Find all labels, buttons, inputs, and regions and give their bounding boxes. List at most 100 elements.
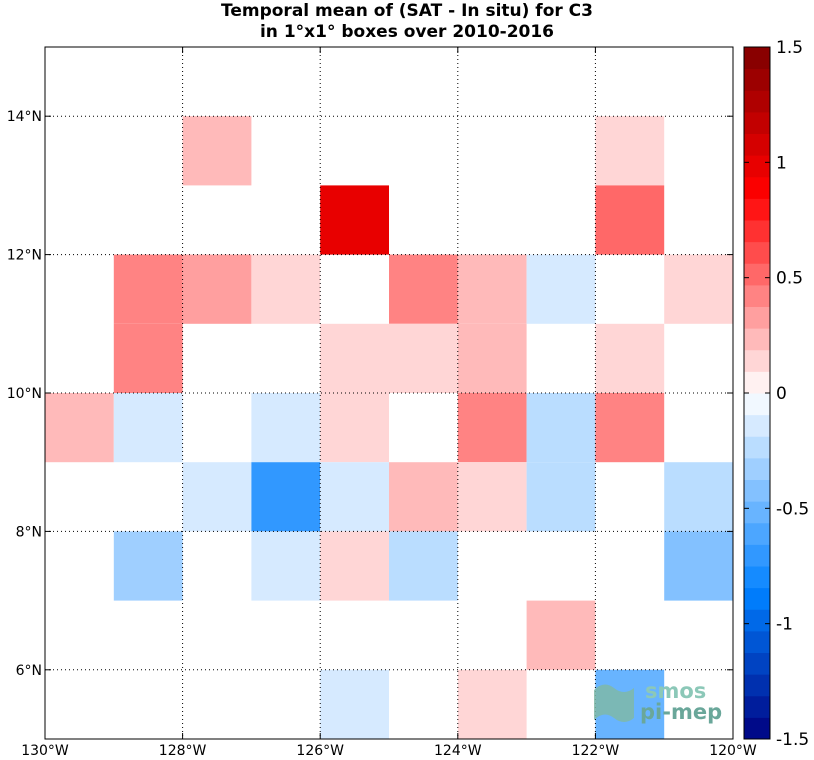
colorbar-level xyxy=(744,544,770,567)
smos-pimep-logo: smos pi-mep xyxy=(594,679,722,724)
heatmap-cell xyxy=(389,462,458,532)
heatmap-cell xyxy=(113,393,183,463)
x-tick-label: 122°W xyxy=(572,743,620,759)
colorbar-level xyxy=(744,674,770,697)
heatmap-cell xyxy=(595,116,665,186)
y-tick-label: 12°N xyxy=(7,248,42,264)
colorbar-level xyxy=(744,176,770,199)
heatmap-cell xyxy=(595,185,665,255)
heatmap-cell xyxy=(664,462,733,532)
heatmap-cell xyxy=(320,185,389,255)
grid-lines xyxy=(45,47,733,739)
heatmap-cell xyxy=(182,462,252,532)
heatmap-cell xyxy=(595,323,665,393)
heatmap-cell xyxy=(45,393,114,463)
x-tick-label: 128°W xyxy=(159,743,207,759)
colorbar-level xyxy=(744,479,770,502)
heatmap-cell xyxy=(251,462,321,532)
heatmap-cell xyxy=(113,531,183,601)
colorbar-level xyxy=(744,349,770,372)
heatmap-cell xyxy=(389,531,458,601)
y-tick-label: 6°N xyxy=(16,663,42,679)
heatmap-cell xyxy=(182,254,252,324)
colorbar-level xyxy=(744,90,770,113)
heatmap-cell xyxy=(526,254,596,324)
heatmap-cell xyxy=(182,116,252,186)
y-tick-label: 14°N xyxy=(7,109,42,125)
x-tick-label: 120°W xyxy=(709,743,757,759)
y-tick-label: 8°N xyxy=(16,524,42,540)
heatmap-cell xyxy=(320,531,389,601)
colorbar-level xyxy=(744,68,770,91)
colorbar-level xyxy=(744,241,770,264)
colorbar-level xyxy=(744,414,770,437)
colorbar-level xyxy=(744,501,770,524)
colorbar-tick-label: 0 xyxy=(776,384,787,404)
colorbar-tick-label: 1.5 xyxy=(776,38,803,58)
colorbar-level xyxy=(744,220,770,243)
heatmap-cell xyxy=(457,393,527,463)
colorbar-level xyxy=(744,457,770,480)
x-tick-label: 126°W xyxy=(296,743,344,759)
heatmap-cell xyxy=(320,669,389,739)
heatmap-cell xyxy=(251,393,321,463)
colorbar-level xyxy=(744,436,770,459)
heatmap-cell xyxy=(595,393,665,463)
x-axis: 130°W 128°W 126°W 124°W 122°W 120°W xyxy=(21,47,757,759)
colorbar-level xyxy=(744,306,770,329)
heatmap-cell xyxy=(389,323,458,393)
colorbar-level xyxy=(744,522,770,545)
colorbar xyxy=(743,46,771,740)
chart-title-line1: Temporal mean of (SAT - In situ) for C3 xyxy=(221,1,593,21)
heatmap-cell xyxy=(664,254,733,324)
heatmap-cell xyxy=(457,323,527,393)
colorbar-level xyxy=(744,630,770,653)
colorbar-level xyxy=(744,717,770,740)
colorbar-level xyxy=(744,371,770,394)
colorbar-level xyxy=(744,609,770,632)
colorbar-level xyxy=(744,47,770,70)
y-tick-label: 10°N xyxy=(7,386,42,402)
heatmap-cell xyxy=(457,462,527,532)
colorbar-tick-label: -1.5 xyxy=(776,730,809,750)
logo-line2: pi-mep xyxy=(640,700,722,724)
colorbar-level xyxy=(744,328,770,351)
colorbar-ticks: 1.5 1 0.5 0 -0.5 -1 -1.5 xyxy=(744,38,809,750)
colorbar-level xyxy=(744,566,770,589)
heatmap-cell xyxy=(526,462,596,532)
colorbar-level xyxy=(744,133,770,156)
heatmap-cell xyxy=(251,254,321,324)
y-axis: 6°N 8°N 10°N 12°N 14°N xyxy=(7,109,733,679)
colorbar-level xyxy=(744,393,770,416)
colorbar-level xyxy=(744,652,770,675)
logo-wave-icon xyxy=(594,684,634,722)
heatmap-cell xyxy=(251,531,321,601)
heatmap-cell xyxy=(457,669,527,739)
heatmap-cell xyxy=(320,462,389,532)
heatmap-cell xyxy=(113,254,183,324)
chart-title-line2: in 1°x1° boxes over 2010-2016 xyxy=(259,22,555,42)
x-tick-label: 130°W xyxy=(21,743,69,759)
colorbar-tick-label: 0.5 xyxy=(776,269,803,289)
colorbar-level xyxy=(744,155,770,178)
colorbar-level xyxy=(744,263,770,286)
heatmap-cell xyxy=(526,393,596,463)
colorbar-level xyxy=(744,695,770,718)
heatmap-cell xyxy=(457,254,527,324)
heatmap-cell xyxy=(320,323,389,393)
colorbar-level xyxy=(744,587,770,610)
heatmap-cell xyxy=(664,531,733,601)
colorbar-tick-label: -1 xyxy=(776,615,793,635)
heatmap-cell xyxy=(526,600,596,670)
heatmap-cell xyxy=(389,254,458,324)
colorbar-level xyxy=(744,198,770,221)
heatmap-cells xyxy=(45,116,733,739)
colorbar-level xyxy=(744,284,770,307)
colorbar-tick-label: 1 xyxy=(776,153,787,173)
heatmap-cell xyxy=(320,393,389,463)
x-tick-label: 124°W xyxy=(434,743,482,759)
logo-line1: smos xyxy=(645,679,706,703)
heatmap-cell xyxy=(113,323,183,393)
colorbar-level xyxy=(744,111,770,134)
